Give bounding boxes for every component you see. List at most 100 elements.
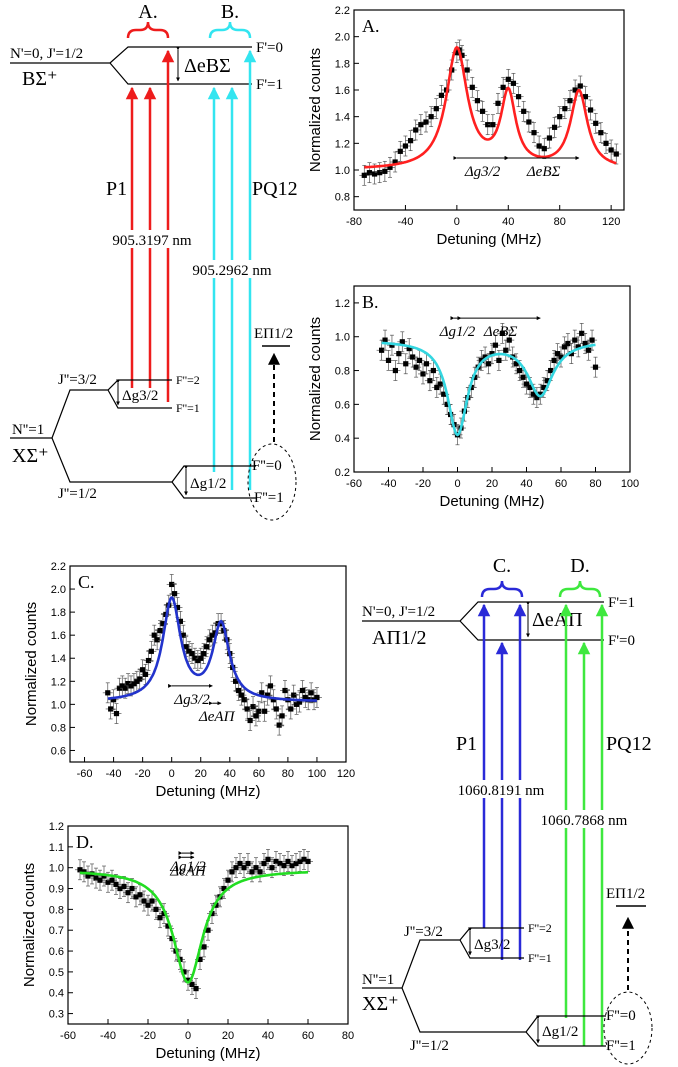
x-tick-label: 0 [454, 216, 460, 228]
x-axis-label: Detuning (MHz) [155, 783, 260, 800]
n1-label: N''=1 [12, 422, 44, 438]
y-tick-label: 1.2 [335, 298, 350, 310]
branch-label-pq12: PQ12 [606, 733, 652, 755]
data-point [107, 869, 117, 891]
data-point [108, 689, 119, 711]
x-tick-label: -60 [346, 478, 362, 490]
x-tick: -40 [106, 757, 122, 780]
upper-f1-label: F'=1 [256, 77, 283, 93]
f2-label: F''=2 [176, 373, 200, 387]
data-point [400, 135, 411, 157]
y-tick-label: 1.0 [49, 863, 64, 875]
x-tick-label: 20 [486, 478, 498, 490]
x-tick: -60 [346, 467, 362, 490]
x-tick: 0 [454, 467, 461, 490]
brace-c [480, 580, 524, 598]
data-point [184, 640, 195, 662]
panel-label: D. [76, 832, 94, 852]
fit-curve [107, 596, 317, 702]
x-tick: 80 [589, 467, 602, 490]
y-tick: 1.4 [335, 112, 359, 124]
x-tick-label: 80 [342, 1030, 354, 1042]
f2-label: F''=2 [528, 921, 552, 935]
data-point [544, 127, 555, 149]
f1-low-label: F''=1 [254, 490, 284, 506]
x-axis-label: Detuning (MHz) [439, 493, 544, 510]
y-tick-label: 0.5 [49, 967, 64, 979]
x-tick: 120 [602, 205, 620, 228]
data-point [102, 682, 113, 704]
x-tick: 80 [342, 1019, 354, 1042]
annotation: ΔeAΠ [169, 855, 207, 879]
brace-a [126, 21, 170, 39]
group-label-c: C. [493, 555, 511, 577]
data-point [239, 857, 249, 879]
plot-frame [353, 9, 625, 211]
x-tick: -20 [135, 757, 151, 780]
annotation-label: Δg1/2 [169, 859, 206, 875]
annotation: Δg1/2 [439, 316, 476, 340]
y-tick: 1.6 [51, 630, 75, 642]
data-point [243, 853, 253, 874]
data-point [410, 119, 421, 141]
x-tick: 120 [337, 757, 355, 780]
data-point [549, 116, 560, 138]
data-point [235, 853, 245, 874]
j12-label: J''=1/2 [58, 486, 97, 502]
data-point [390, 151, 401, 173]
data-point [385, 156, 395, 178]
y-tick-label: 2.2 [335, 5, 350, 17]
wavelength-right: 1060.7868 nm [541, 813, 628, 829]
data-point [114, 677, 125, 699]
delta-e-label: ΔeBΣ [184, 55, 231, 77]
x-tick: 20 [222, 1019, 234, 1042]
y-tick: 1.1 [49, 842, 73, 854]
y-tick: 0.8 [335, 366, 359, 378]
x-tick-label: 40 [224, 768, 236, 780]
x-tick-label: 80 [282, 768, 294, 780]
y-tick-label: 0.8 [51, 722, 66, 734]
data-points [376, 322, 601, 446]
fit-curve [381, 341, 596, 437]
transitions-p1 [125, 49, 175, 402]
e-state-label: EΠ1/2 [606, 886, 645, 902]
upper-f1-label: F'=1 [608, 595, 635, 611]
ground-level-split [10, 379, 256, 499]
x-tick-label: 40 [262, 1030, 274, 1042]
x-tick: 0 [454, 205, 460, 228]
data-point [380, 329, 391, 351]
y-tick: 1.8 [51, 607, 75, 619]
x-tick-label: 60 [253, 768, 265, 780]
data-point [146, 640, 157, 662]
x-tick-label: -20 [135, 768, 151, 780]
y-tick: 0.6 [51, 745, 75, 757]
data-point [436, 84, 447, 106]
fit-curve [79, 870, 309, 984]
upper-state-quantum: N'=0, J'=1/2 [10, 46, 83, 62]
x-tick-label: -80 [346, 216, 362, 228]
data-point [149, 624, 160, 646]
y-tick-label: 1.4 [335, 112, 350, 124]
data-point [587, 329, 598, 351]
annotation-label: Δg1/2 [439, 324, 476, 340]
data-point [590, 112, 601, 134]
x-tick: 80 [554, 205, 566, 228]
x-tick-label: 100 [308, 768, 326, 780]
data-point [288, 684, 299, 706]
group-label-a: A. [138, 1, 157, 23]
data-point [393, 343, 404, 364]
data-point [405, 130, 416, 152]
data-point [573, 336, 584, 358]
data-point [431, 98, 442, 120]
y-tick: 2.0 [335, 32, 359, 44]
y-tick-label: 0.2 [335, 467, 350, 479]
annotation: ΔeAΠ [198, 701, 236, 725]
y-axis-label: Normalized counts [307, 48, 324, 172]
upper-level-split [10, 46, 252, 85]
x-tick: -40 [397, 205, 413, 228]
data-point [426, 106, 437, 128]
y-tick: 1.2 [49, 821, 73, 833]
x-tick-label: 80 [589, 478, 601, 490]
j32-label: J''=3/2 [404, 924, 443, 940]
y-tick-label: 1.2 [335, 138, 350, 150]
